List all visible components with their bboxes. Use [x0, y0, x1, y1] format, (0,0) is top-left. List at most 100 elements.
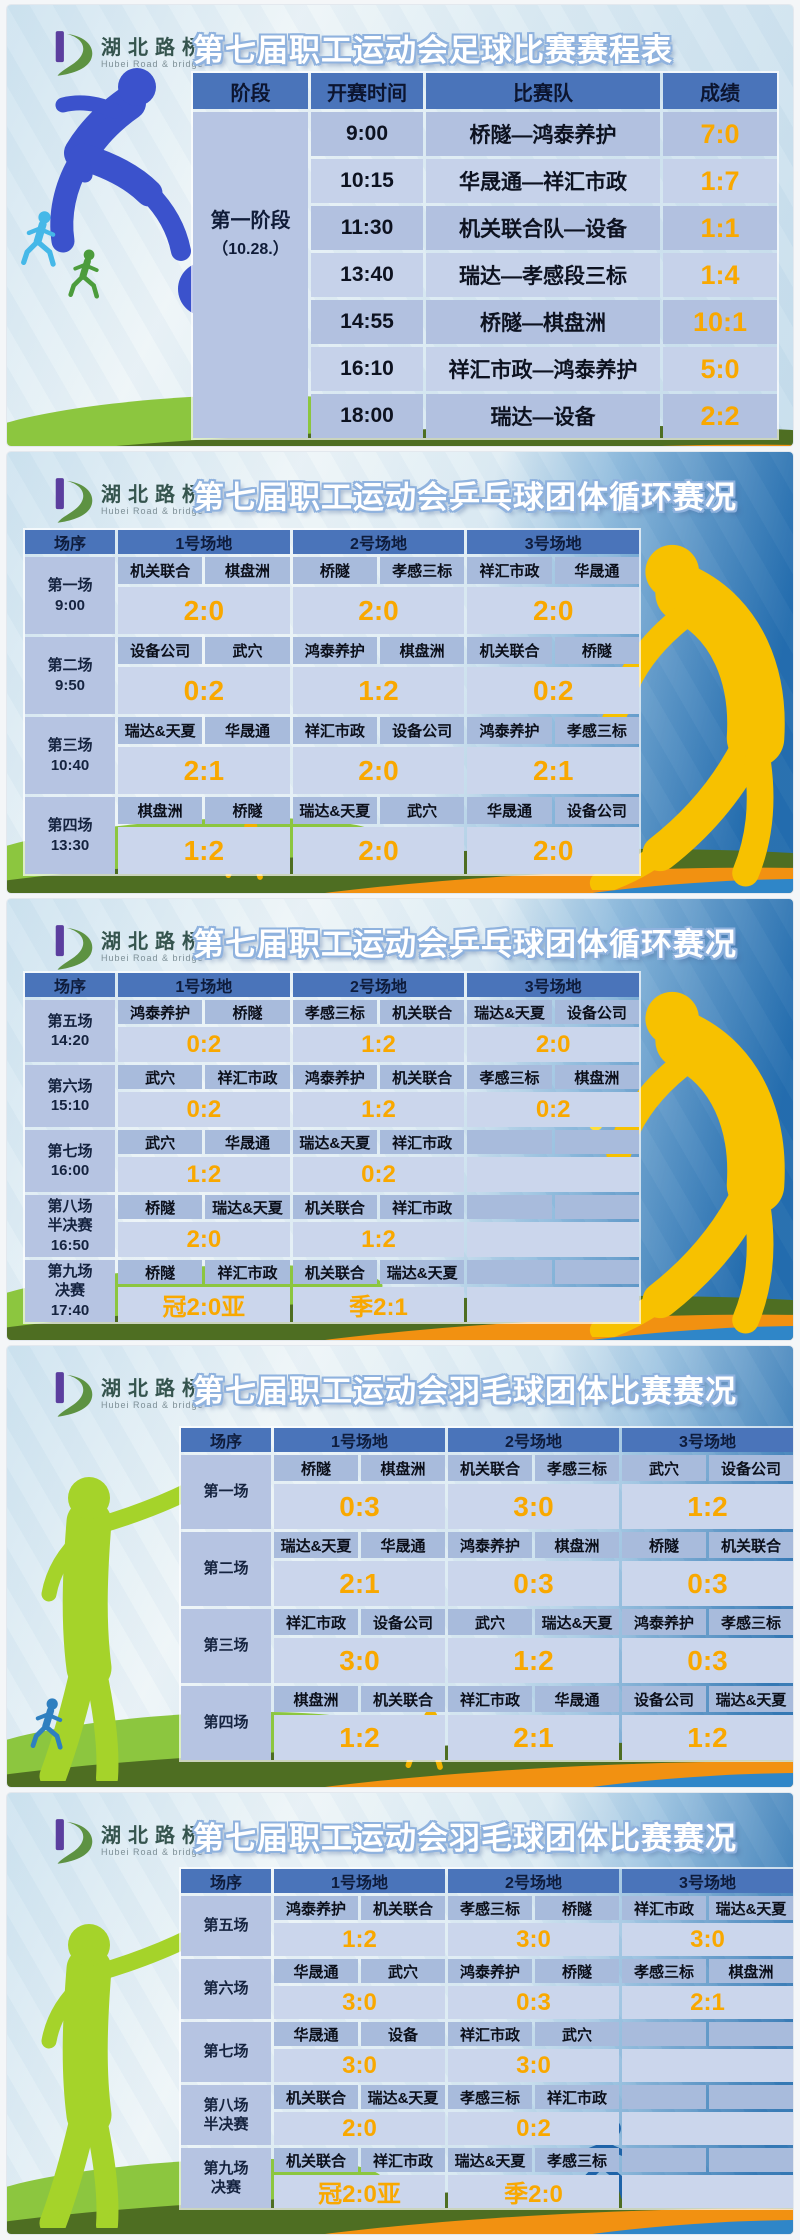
court-teams: 桥隧 孝感三标 [292, 557, 465, 584]
team-b-cell: 华晟通 [361, 1532, 445, 1558]
team-b-cell: 瑞达&天夏 [361, 2085, 445, 2109]
team-b-cell: 设备公司 [380, 717, 465, 744]
match-order-line: 9:50 [54, 676, 86, 694]
match-row: 第九场 决赛 机关联合 祥汇市政 冠2:0亚 瑞达&天夏 孝感三标 季2:0 [181, 2148, 793, 2208]
court-score: 0:2 [292, 1157, 465, 1192]
team-a-cell: 孝感三标 [448, 2085, 532, 2109]
court-block: 桥隧 棋盘洲 0:3 [274, 1455, 445, 1529]
team-b-cell: 武穴 [380, 797, 465, 824]
header-court-1: 1号场地 [274, 1428, 445, 1452]
court-score [467, 1157, 640, 1192]
court-score: 1:2 [292, 1027, 465, 1062]
runner-silhouette [21, 211, 56, 267]
match-row: 第九场 决赛 17:40 桥隧 祥汇市政 冠2:0亚 机关联合 瑞达&天夏 季2:1 [25, 1260, 640, 1322]
court-teams: 华晟通 武穴 [274, 1959, 445, 1983]
team-a-cell: 瑞达&天夏 [274, 1532, 358, 1558]
court-teams: 瑞达&天夏 孝感三标 [448, 2148, 619, 2172]
panel-badminton-1: 湖北路桥 Hubei Road & bridge 第七届职工运动会羽毛球团体比赛… [7, 1346, 793, 1787]
court-teams: 机关联合 祥汇市政 [292, 1195, 465, 1219]
match-order-line: 第九场 [203, 2159, 249, 2177]
team-b-cell: 孝感三标 [709, 1609, 793, 1635]
header-order: 场序 [25, 973, 115, 997]
table-body: 第五场 鸿泰养护 机关联合 1:2 孝感三标 桥隧 3:0 祥汇市政 瑞达&天夏 3:0 第六场 华晟… [181, 1896, 793, 2208]
team-a-cell: 瑞达&天夏 [118, 717, 203, 744]
match-order-line: 第一场 [47, 577, 93, 594]
court-teams: 孝感三标 棋盘洲 [622, 1959, 793, 1983]
team-b-cell: 孝感三标 [535, 1455, 619, 1481]
panel-title: 第七届职工运动会羽毛球团体比赛赛况 [193, 1821, 737, 1856]
match-time: 18:00 [311, 394, 423, 438]
match-teams: 华晟通—祥汇市政 [426, 159, 660, 203]
team-b-cell: 孝感三标 [554, 717, 640, 744]
court-teams: 瑞达&天夏 武穴 [292, 797, 465, 824]
court-block: 祥汇市政 设备公司 3:0 [274, 1609, 445, 1683]
match-order-line: 第六场 [203, 1980, 249, 1998]
team-a-cell: 桥隧 [622, 1532, 706, 1558]
match-order-line: 第六场 [47, 1077, 93, 1095]
team-b-cell: 机关联合 [380, 1000, 465, 1024]
table-header: 场序 1号场地 2号场地 3号场地 [25, 530, 640, 554]
match-order-line: 第七场 [47, 1142, 93, 1160]
team-b-cell: 祥汇市政 [205, 1260, 290, 1284]
court-teams: 华晟通 设备公司 [467, 797, 640, 824]
logo: 湖北路桥 Hubei Road & bridge [53, 27, 209, 79]
team-a-cell: 祥汇市政 [622, 1896, 706, 1920]
court-score: 0:3 [448, 1561, 619, 1606]
team-b-cell: 桥隧 [535, 1959, 619, 1983]
court-teams: 瑞达&天夏 华晟通 [274, 1532, 445, 1558]
match-order-cell: 第六场 [181, 1959, 271, 2019]
match-table: 场序 1号场地 2号场地 3号场地 第一场 桥隧 棋盘洲 0:3 机关联合 孝感三标 3:0… [181, 1428, 793, 1760]
team-b-cell: 设备公司 [554, 797, 640, 824]
team-a-cell: 鸿泰养护 [622, 1609, 706, 1635]
court-teams: 鸿泰养护 棋盘洲 [292, 637, 465, 664]
team-a-cell: 孝感三标 [448, 1896, 532, 1920]
court-block [467, 1260, 640, 1322]
court-teams: 孝感三标 桥隧 [448, 1896, 619, 1920]
court-block: 祥汇市政 武穴 3:0 [448, 2022, 619, 2082]
court-block: 鸿泰养护 桥隧 0:3 [448, 1959, 619, 2019]
match-row: 14:55 桥隧—棋盘洲 10:1 [311, 300, 777, 344]
team-b-cell: 棋盘洲 [361, 1455, 445, 1481]
match-order-cell: 第六场 15:10 [25, 1065, 115, 1127]
court-score: 2:0 [292, 747, 465, 794]
team-a-cell: 武穴 [118, 1130, 203, 1154]
team-a-cell: 孝感三标 [467, 1065, 552, 1089]
match-order-line: 第七场 [203, 2043, 249, 2061]
match-row: 第二场 9:50 设备公司 武穴 0:2 鸿泰养护 棋盘洲 1:2 机关联合 桥隧 0:2 [25, 637, 640, 714]
court-score: 0:3 [448, 1986, 619, 2019]
team-a-cell: 华晟通 [274, 2022, 358, 2046]
team-b-cell: 棋盘洲 [535, 1532, 619, 1558]
stage-name: 第一阶段 [210, 210, 291, 232]
team-a-cell: 祥汇市政 [467, 557, 552, 584]
team-a-cell [467, 1130, 552, 1154]
match-row: 第四场 棋盘洲 机关联合 1:2 祥汇市政 华晟通 2:1 设备公司 瑞达&天夏 1:2 [181, 1686, 793, 1760]
court-teams: 鸿泰养护 桥隧 [118, 1000, 290, 1024]
team-a-cell: 机关联合 [448, 1455, 532, 1481]
court-teams: 武穴 瑞达&天夏 [448, 1609, 619, 1635]
header-stage: 阶段 [193, 73, 308, 109]
team-b-cell: 武穴 [535, 2022, 619, 2046]
logo-text-en: Hubei Road & bridge [101, 59, 204, 69]
team-a-cell: 机关联合 [292, 1260, 378, 1284]
court-score: 1:2 [622, 1484, 793, 1529]
court-score: 2:1 [467, 747, 640, 794]
court-block: 孝感三标 机关联合 1:2 [292, 1000, 465, 1062]
header-score: 成绩 [663, 73, 777, 109]
court-teams: 棋盘洲 桥隧 [118, 797, 290, 824]
header-court-1: 1号场地 [274, 1869, 445, 1893]
team-a-cell: 祥汇市政 [292, 717, 378, 744]
court-block: 武穴 瑞达&天夏 1:2 [448, 1609, 619, 1683]
court-teams: 机关联合 祥汇市政 [274, 2148, 445, 2172]
team-b-cell: 设备公司 [361, 1609, 445, 1635]
match-row: 第六场 华晟通 武穴 3:0 鸿泰养护 桥隧 0:3 孝感三标 棋盘洲 2:1 [181, 1959, 793, 2019]
team-b-cell: 祥汇市政 [361, 2148, 445, 2172]
match-order-cell: 第五场 [181, 1896, 271, 1956]
team-a-cell: 祥汇市政 [274, 1609, 358, 1635]
court-teams: 孝感三标 机关联合 [292, 1000, 465, 1024]
header-court-2: 2号场地 [448, 1869, 619, 1893]
team-a-cell: 鸿泰养护 [292, 637, 378, 664]
match-teams: 祥汇市政—鸿泰养护 [426, 347, 660, 391]
table-header: 阶段 开赛时间 比赛队 成绩 [193, 73, 777, 109]
ground-band [450, 1760, 793, 1787]
court-teams: 祥汇市政 设备公司 [292, 717, 465, 744]
